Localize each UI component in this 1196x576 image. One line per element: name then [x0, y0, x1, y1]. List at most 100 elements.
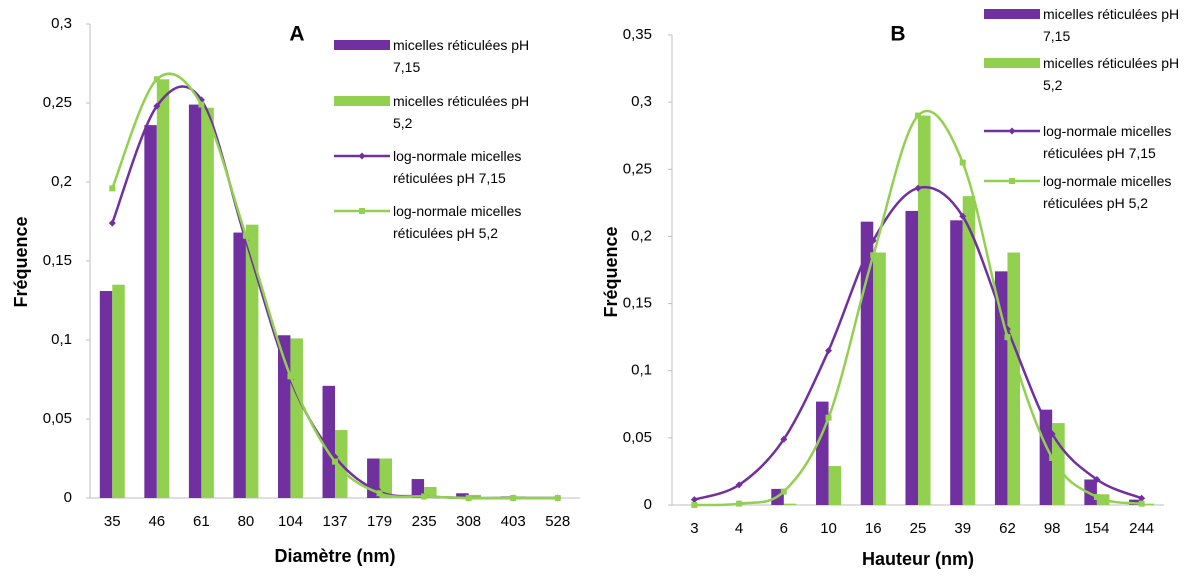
- line-marker: [421, 493, 428, 500]
- chart-title: B: [890, 23, 905, 46]
- x-tick-label: 137: [322, 513, 347, 530]
- bar: [99, 291, 113, 498]
- x-tick-label: 244: [1129, 520, 1154, 537]
- line-marker: [510, 495, 517, 501]
- chart-title: A: [289, 23, 304, 46]
- line-marker: [1004, 334, 1011, 341]
- line-marker: [690, 496, 698, 504]
- x-tick-label: 235: [412, 513, 437, 530]
- x-tick-label: 10: [820, 520, 837, 537]
- x-tick-label: 62: [999, 520, 1016, 537]
- y-axis-title: Fréquence: [601, 226, 621, 317]
- line-marker: [825, 414, 832, 421]
- line-marker: [1093, 475, 1101, 483]
- y-tick-label: 0,05: [623, 429, 652, 446]
- x-tick-label: 80: [238, 513, 255, 530]
- x-tick-label: 35: [104, 513, 121, 530]
- bar: [1007, 252, 1020, 505]
- line-marker: [1093, 493, 1100, 500]
- line-marker: [109, 185, 116, 192]
- bar: [1084, 479, 1097, 505]
- line-marker: [554, 495, 561, 501]
- line-marker: [1138, 500, 1145, 507]
- line-marker: [869, 236, 877, 244]
- line-marker: [959, 212, 967, 220]
- y-tick-label: 0,3: [51, 15, 72, 32]
- y-tick-label: 0,15: [623, 295, 652, 312]
- y-tick-label: 0,15: [43, 252, 72, 269]
- line-marker: [870, 252, 877, 259]
- line-marker: [1049, 455, 1056, 461]
- bar: [962, 196, 976, 505]
- x-tick-label: 308: [456, 513, 481, 530]
- bar: [424, 486, 437, 498]
- line-marker: [465, 495, 472, 501]
- line-marker: [1009, 178, 1015, 184]
- line-marker: [735, 481, 743, 489]
- line-marker: [825, 347, 833, 355]
- line-marker: [780, 435, 788, 443]
- bar: [950, 220, 963, 506]
- y-tick-label: 0,25: [623, 160, 652, 177]
- x-tick-label: 4: [735, 520, 743, 537]
- legend-label: log-normale micelles réticulées pH 5,2: [1043, 173, 1172, 211]
- x-tick-label: 16: [865, 520, 882, 537]
- x-tick-label: 6: [780, 520, 788, 537]
- x-tick-label: 39: [954, 520, 971, 537]
- x-tick-label: 104: [278, 513, 303, 530]
- line-marker: [287, 373, 294, 380]
- bar: [468, 494, 482, 498]
- line-marker: [691, 502, 698, 508]
- bar: [201, 107, 214, 499]
- bar: [1052, 423, 1065, 505]
- x-tick-label: 179: [367, 513, 392, 530]
- line-marker: [915, 112, 921, 119]
- bar: [156, 79, 170, 499]
- line-marker: [1048, 430, 1056, 438]
- x-tick-label: 403: [501, 513, 526, 530]
- line-marker: [358, 152, 366, 160]
- line-marker: [1008, 127, 1016, 135]
- line-marker: [914, 184, 922, 192]
- bar: [322, 385, 335, 498]
- bar: [233, 232, 246, 498]
- y-tick-label: 0,35: [623, 26, 652, 43]
- y-tick-label: 0,05: [43, 410, 72, 427]
- x-axis-title: Hauteur (nm): [862, 549, 974, 569]
- bar: [1141, 503, 1155, 505]
- y-tick-label: 0,2: [51, 173, 72, 190]
- line-marker: [780, 488, 787, 495]
- line-marker: [376, 490, 383, 497]
- x-tick-label: 98: [1044, 520, 1061, 537]
- legend-label: micelles réticulées pH 5,2: [1043, 55, 1180, 93]
- line-marker: [108, 219, 116, 227]
- line-marker: [332, 458, 338, 465]
- bar: [828, 466, 842, 505]
- bar: [144, 125, 157, 499]
- y-tick-label: 0,25: [43, 94, 72, 111]
- x-tick-label: 46: [148, 513, 165, 530]
- bar: [112, 284, 125, 498]
- bar: [379, 458, 393, 498]
- y-tick-label: 0,2: [631, 227, 652, 244]
- legend-label: log-normale micelles réticulées pH 7,15: [393, 148, 522, 186]
- y-tick-label: 0: [644, 496, 652, 513]
- line-marker: [198, 101, 205, 108]
- x-tick-label: 3: [690, 520, 698, 537]
- legend-label: log-normale micelles réticulées pH 7,15: [1043, 123, 1172, 161]
- legend-label: log-normale micelles réticulées pH 5,2: [393, 203, 522, 241]
- bar: [994, 271, 1008, 505]
- y-tick-label: 0,1: [51, 331, 72, 348]
- bar: [411, 479, 425, 498]
- legend-swatch: [334, 40, 390, 50]
- x-tick-label: 25: [910, 520, 927, 537]
- x-axis-title: Diamètre (nm): [274, 546, 395, 566]
- bar: [277, 335, 291, 498]
- legend-swatch: [984, 58, 1040, 68]
- bar: [245, 224, 259, 498]
- line-marker: [153, 102, 161, 110]
- bar: [456, 493, 469, 498]
- y-tick-label: 0,3: [631, 93, 652, 110]
